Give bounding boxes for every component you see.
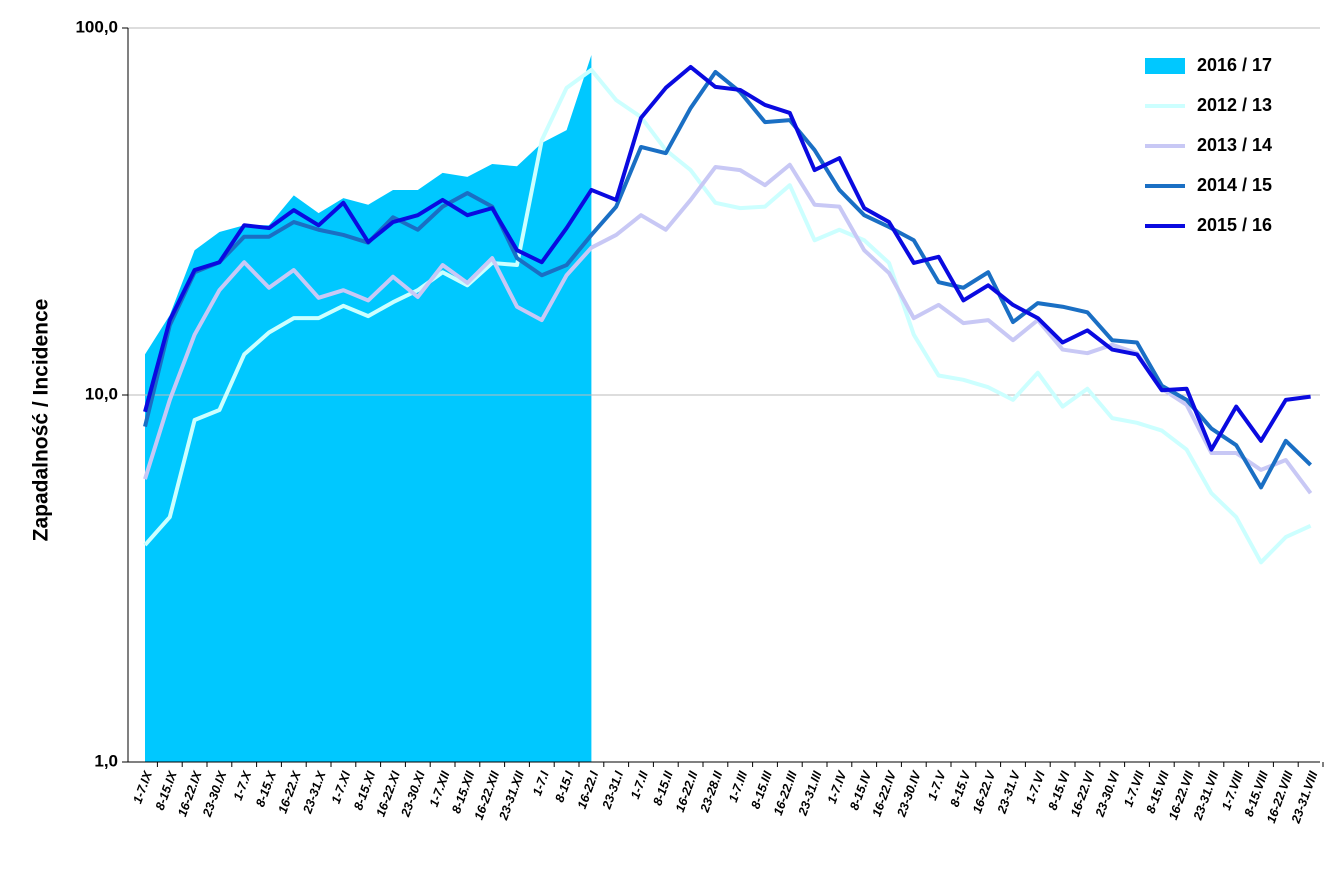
x-tick-label: 1-7.XII bbox=[427, 769, 453, 809]
x-tick-label: 8-15.IX bbox=[153, 769, 180, 812]
x-tick-label: 1-7.VIII bbox=[1219, 769, 1246, 812]
x-tick-label: 8-15.V bbox=[948, 768, 974, 809]
y-tick-label: 10,0 bbox=[85, 384, 118, 403]
x-tick-label: 23-31.X bbox=[300, 769, 329, 816]
line bbox=[143, 69, 1312, 490]
legend-label: 2016 / 17 bbox=[1197, 55, 1272, 75]
x-tick-label: 8-15.IV bbox=[847, 768, 875, 812]
x-tick-label: 1-7.II bbox=[628, 769, 651, 801]
x-tick-label: 1-7.III bbox=[726, 769, 750, 804]
x-tick-label: 8-15.III bbox=[748, 769, 775, 811]
x-tick-label: 1-7.VI bbox=[1023, 769, 1048, 806]
x-tick-label: 8-15.I bbox=[552, 769, 576, 804]
y-axis-label: Zapadalność / Incidence bbox=[30, 299, 53, 542]
y-tick-label: 1,0 bbox=[94, 751, 118, 770]
x-tick-label: 8-15.XI bbox=[351, 769, 378, 812]
x-tick-label: 16-22.X bbox=[276, 769, 304, 816]
x-tick-label: 1-7.I bbox=[530, 769, 552, 798]
legend-label: 2014 / 15 bbox=[1197, 175, 1272, 195]
x-tick-label: 1-7.V bbox=[925, 768, 949, 802]
x-tick-label: 8-15.XII bbox=[449, 769, 477, 815]
x-tick-label: 8-15.VII bbox=[1144, 769, 1172, 815]
x-tick-label: 1-7.IV bbox=[825, 768, 850, 806]
x-tick-label: 23-30.VI bbox=[1092, 769, 1122, 820]
x-tick-label: 16-22.V bbox=[970, 768, 999, 815]
x-tick-label: 23-30.IX bbox=[200, 769, 230, 820]
line bbox=[143, 162, 1313, 495]
legend-label: 2012 / 13 bbox=[1197, 95, 1272, 115]
legend-label: 2013 / 14 bbox=[1197, 135, 1272, 155]
x-tick-label: 16-22.II bbox=[673, 769, 701, 814]
x-tick-label: 16-22.I bbox=[575, 769, 602, 811]
x-tick-label: 1-7.XI bbox=[329, 769, 354, 806]
x-tick-label: 23-31.I bbox=[599, 769, 626, 812]
x-tick-label: 8-15.X bbox=[253, 769, 279, 809]
x-tick-label: 23-30.XI bbox=[398, 769, 428, 820]
x-tick-label: 1-7.IX bbox=[130, 769, 155, 806]
x-tick-label: 8-15.VI bbox=[1046, 769, 1073, 812]
legend-swatch bbox=[1145, 58, 1185, 74]
x-tick-label: 1-7.VII bbox=[1121, 769, 1147, 809]
x-tick-label: 8-15.II bbox=[650, 769, 675, 808]
line bbox=[143, 67, 1312, 565]
line bbox=[143, 64, 1311, 452]
legend-label: 2015 / 16 bbox=[1197, 215, 1272, 235]
x-tick-label: 23-31.III bbox=[795, 769, 824, 818]
area bbox=[145, 55, 592, 762]
x-tick-label: 1-7.X bbox=[231, 769, 255, 802]
x-tick-label: 23-30.IV bbox=[894, 768, 924, 820]
x-tick-label: 23-31.V bbox=[994, 768, 1023, 816]
y-tick-label: 100,0 bbox=[75, 17, 118, 36]
x-tick-label: 23-28.II bbox=[697, 769, 725, 815]
